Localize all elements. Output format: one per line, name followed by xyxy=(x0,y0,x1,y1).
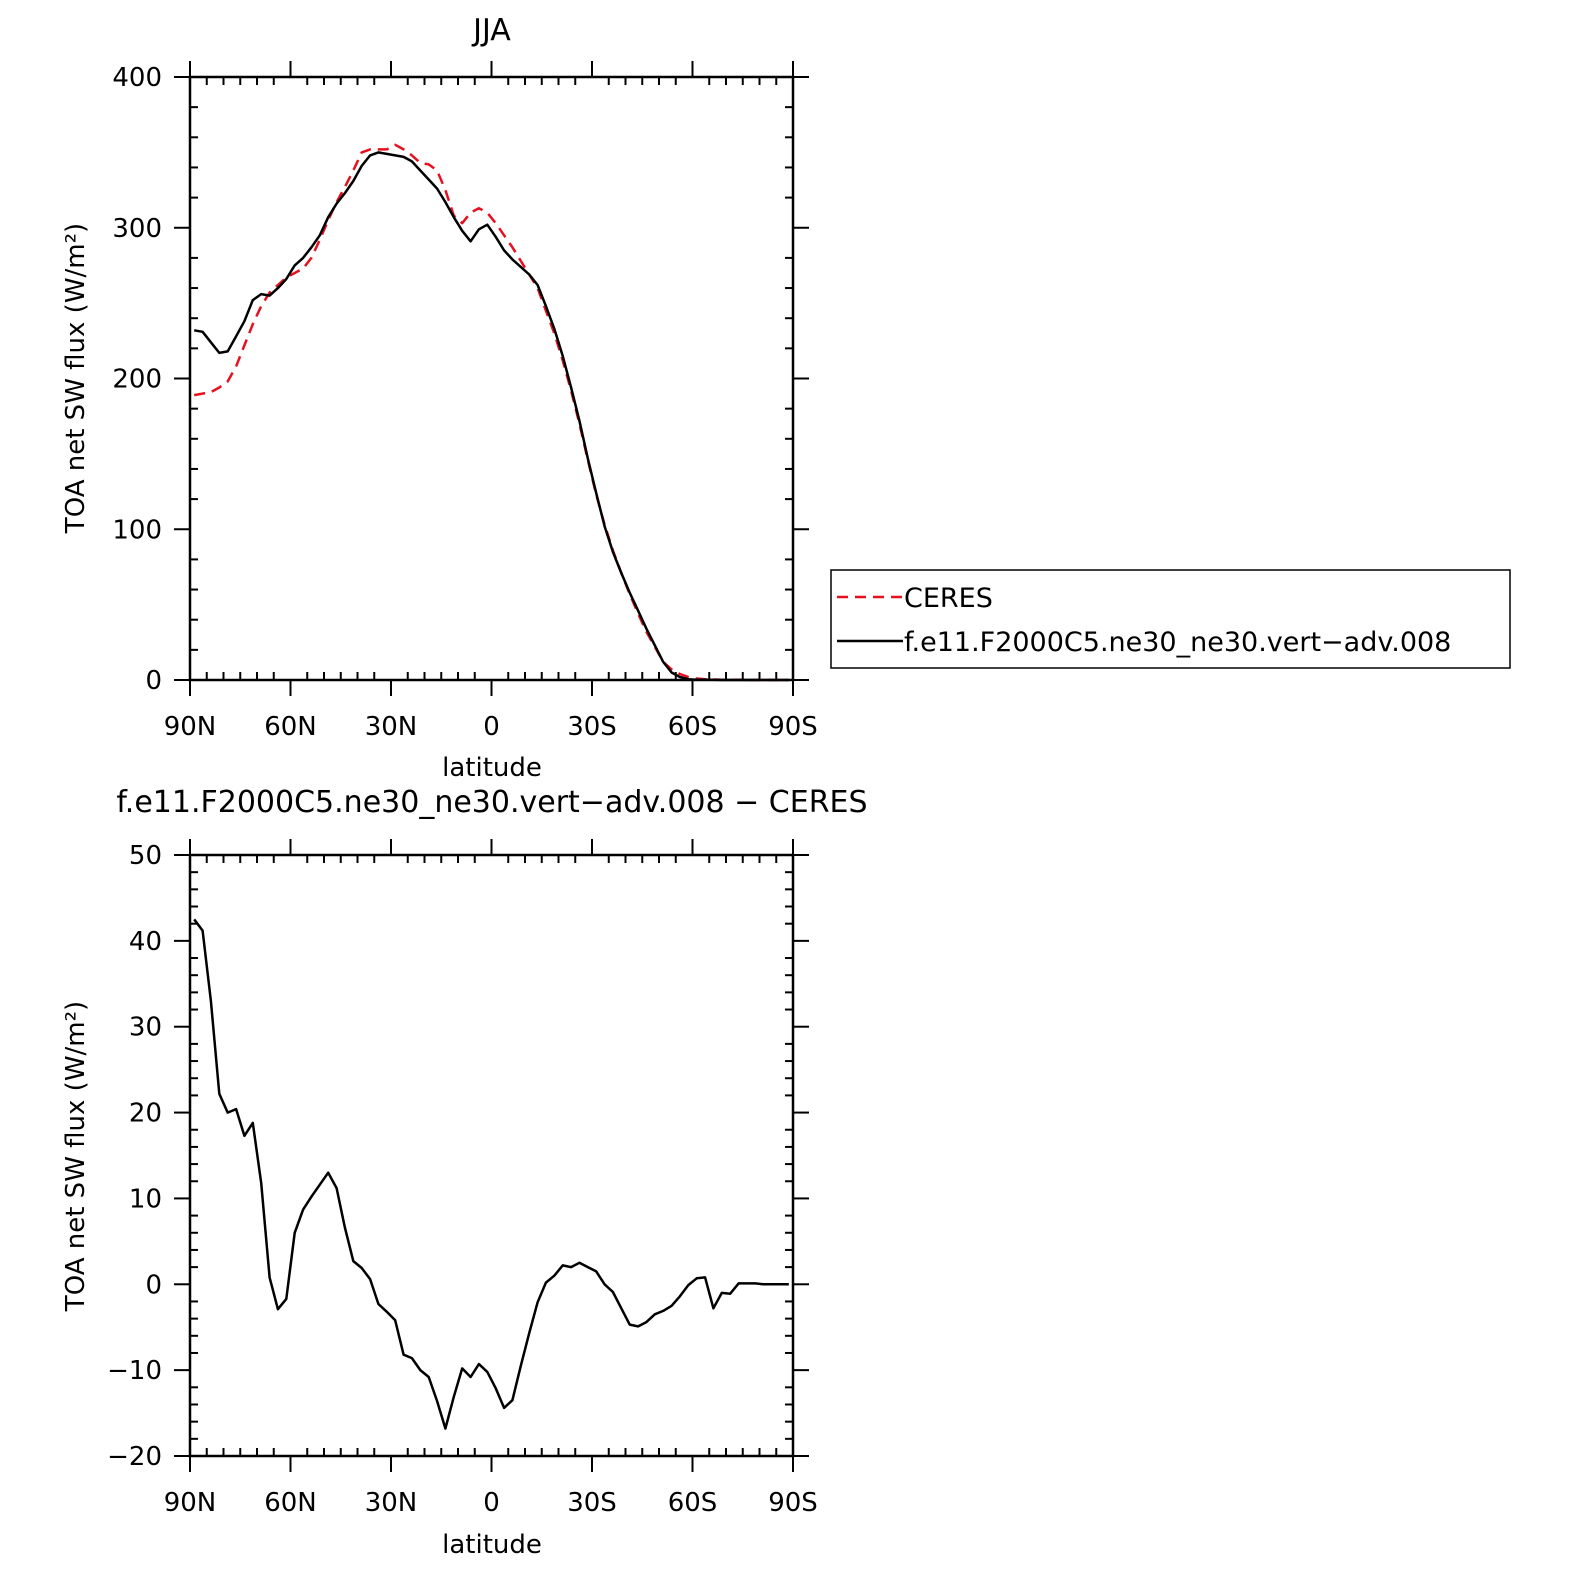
x-tick-label: 30N xyxy=(365,1488,418,1518)
bottom-panel: f.e11.F2000C5.ne30_ne30.vert−adv.008 − C… xyxy=(61,785,868,1560)
x-tick-label: 60N xyxy=(264,1488,317,1518)
y-tick-label: 0 xyxy=(145,1270,162,1300)
bottom-panel-x-axis-label: latitude xyxy=(442,1530,542,1560)
top-panel-tick-labels: 90N 60N 30N 0 30S 60S 90S 0 100 200 300 400 xyxy=(112,63,817,742)
bottom-panel-title: f.e11.F2000C5.ne30_ne30.vert−adv.008 − C… xyxy=(116,785,867,820)
y-tick-label: 20 xyxy=(129,1099,162,1129)
top-panel-series xyxy=(193,143,789,682)
ceres-series-line xyxy=(193,143,789,682)
x-tick-label: 90S xyxy=(768,712,818,742)
bottom-panel-series xyxy=(193,918,789,1430)
x-tick-label: 30S xyxy=(567,1488,617,1518)
y-tick-label: 50 xyxy=(129,841,162,871)
model-series-line xyxy=(193,151,789,682)
y-tick-label: 400 xyxy=(112,63,162,93)
top-panel-frame xyxy=(188,75,795,682)
y-tick-label: 100 xyxy=(112,515,162,545)
y-tick-label: 200 xyxy=(112,365,162,395)
y-tick-label: 10 xyxy=(129,1184,162,1214)
legend: CERES f.e11.F2000C5.ne30_ne30.vert−adv.0… xyxy=(830,569,1511,669)
y-tick-label: −20 xyxy=(107,1442,162,1472)
y-tick-label: 300 xyxy=(112,214,162,244)
y-tick-label: 30 xyxy=(129,1013,162,1043)
x-tick-label: 90N xyxy=(164,712,217,742)
x-tick-label: 0 xyxy=(483,1488,500,1518)
bottom-panel-tick-labels: 90N 60N 30N 0 30S 60S 90S −20 −10 0 10 20 30 40 50 xyxy=(107,841,818,1518)
y-tick-label: −10 xyxy=(107,1356,162,1386)
top-panel-x-axis-label: latitude xyxy=(442,753,542,783)
x-tick-label: 90S xyxy=(768,1488,818,1518)
x-tick-label: 0 xyxy=(483,712,500,742)
top-panel-title: JJA xyxy=(471,13,511,48)
x-tick-label: 90N xyxy=(164,1488,217,1518)
bottom-panel-y-axis-label: TOA net SW flux (W/m²) xyxy=(61,1001,91,1312)
x-tick-label: 60S xyxy=(668,1488,718,1518)
y-tick-label: 40 xyxy=(129,927,162,957)
x-tick-label: 30S xyxy=(567,712,617,742)
legend-label-model: f.e11.F2000C5.ne30_ne30.vert−adv.008 xyxy=(904,627,1451,658)
x-tick-label: 60S xyxy=(668,712,718,742)
top-panel-y-axis-label: TOA net SW flux (W/m²) xyxy=(61,223,91,534)
legend-label-ceres: CERES xyxy=(904,583,993,614)
bottom-panel-ticks xyxy=(174,839,809,1472)
top-panel: JJA latitude TOA net SW flux (W/m²) 90N 6… xyxy=(61,13,1511,783)
x-tick-label: 30N xyxy=(365,712,418,742)
legend-box xyxy=(830,569,1511,669)
top-panel-ticks xyxy=(174,61,809,696)
bottom-panel-frame xyxy=(188,853,795,1458)
model-series-line xyxy=(193,918,789,1430)
x-tick-label: 60N xyxy=(264,712,317,742)
y-tick-label: 0 xyxy=(145,666,162,696)
